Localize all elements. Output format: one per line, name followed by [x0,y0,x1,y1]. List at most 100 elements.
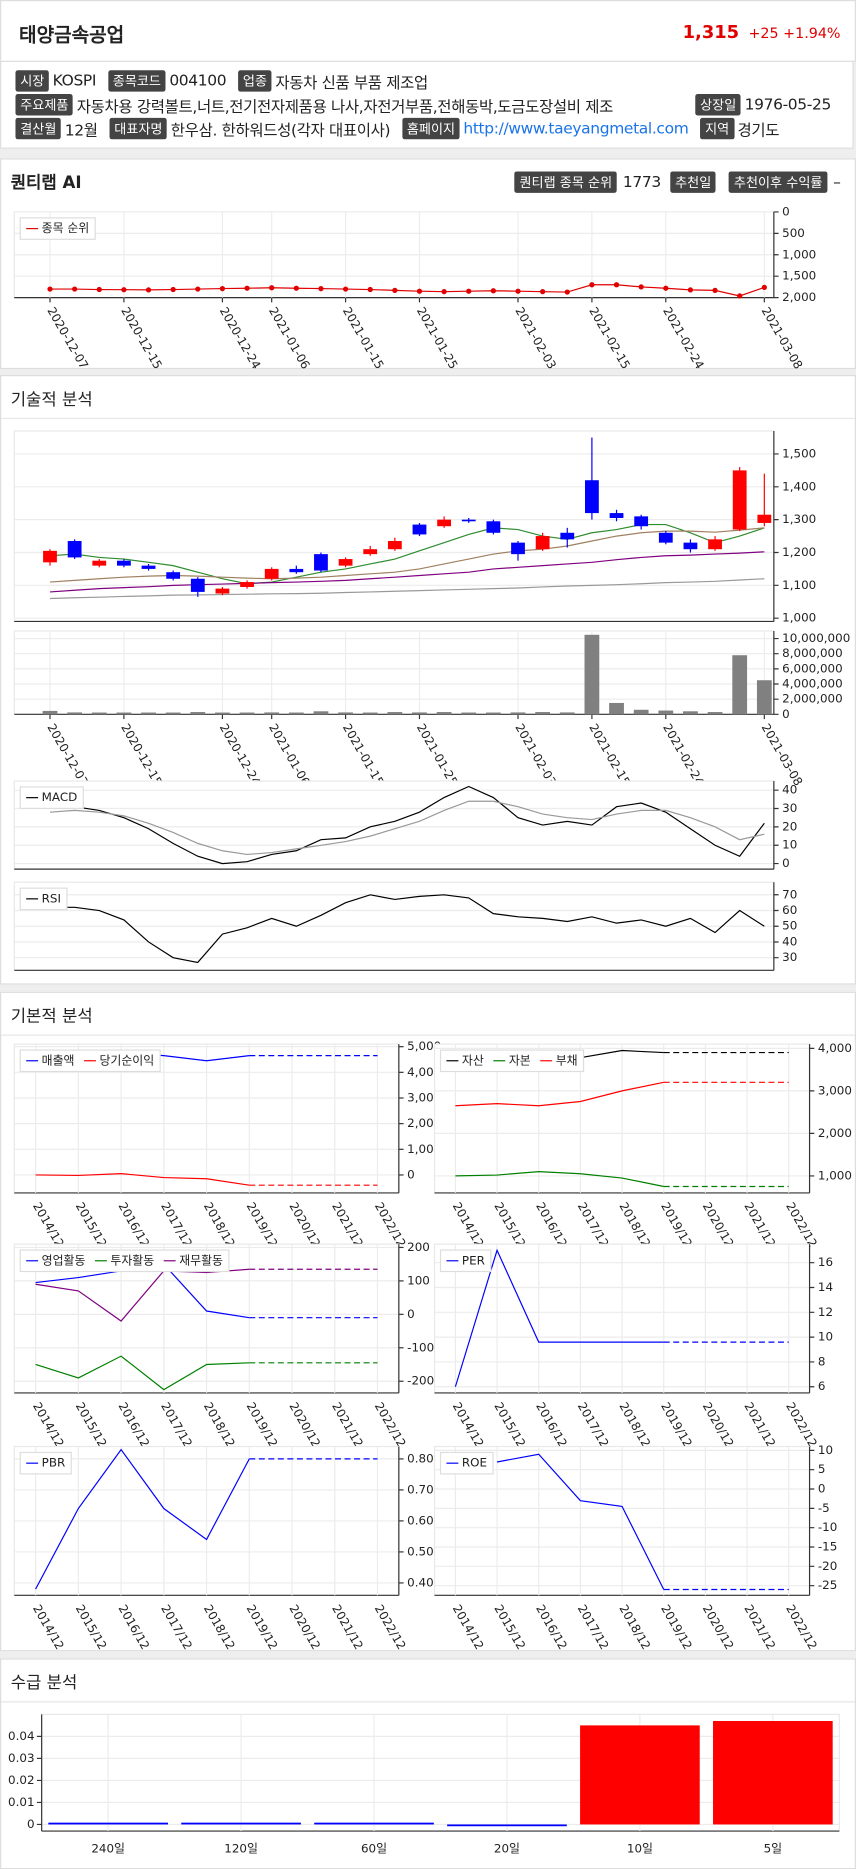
bar [732,655,748,715]
bar [288,712,304,715]
point [293,285,299,291]
bar [535,712,551,715]
point [515,288,521,294]
change-pct: +1.94% [783,25,841,42]
bar [447,1824,567,1827]
y-tick-label: 0.01 [8,1795,34,1809]
legend-label: 매출액 [42,1053,75,1067]
legend-label: 자본 [509,1053,531,1067]
x-tick-label: 2016/12 [115,1400,152,1450]
x-tick-label: 2022/12 [783,1200,820,1250]
bar [264,712,280,715]
candle-body [166,572,181,579]
series-line [455,1171,664,1188]
y-tick-label: 0.04 [8,1729,34,1743]
info-label: 결산월 [15,117,62,140]
x-tick-label: 2021-01-25 [414,721,461,788]
x-tick-label: 2021-02-24 [660,721,707,788]
y-tick-label: 1,000 [782,247,816,261]
info-item: 주요제품 자동차용 강력볼트,너트,전기전자제품용 나사,자전거부품,전해동박,도… [15,93,613,116]
x-tick-label: 2021-02-15 [586,305,633,372]
x-tick-label: 2014/12 [30,1400,67,1450]
bar [713,1720,833,1825]
x-tick-label: 2022/12 [783,1602,820,1652]
point [318,286,324,292]
info: 시장 KOSPI 종목코드 004100 업종 자동차 신품 부품 제조업 주요제품 자동차용… [0,60,854,149]
series-line [49,800,765,856]
bar [633,709,649,715]
x-tick-label: 2019/12 [658,1602,695,1652]
x-tick-label: 2018/12 [616,1200,653,1250]
series-line [50,894,765,964]
y-tick-label: 40 [782,934,797,948]
info-item: 시장 KOSPI [15,70,96,92]
section-line [1,417,855,420]
y-tick-label: -100 [407,1340,434,1354]
candle-body [732,470,747,530]
y-tick-label: 0.60 [407,1513,433,1527]
y-tick-label: 0 [782,707,790,721]
x-tick-label: 2022/12 [372,1602,409,1652]
section-title: 기본적 분석 [10,1007,93,1027]
x-tick-label: 2021/12 [329,1602,366,1652]
y-tick-label: 0.02 [8,1773,34,1787]
legend: ROE [439,1451,494,1475]
y-tick-label: 10 [818,1330,833,1344]
candle-body [609,513,624,519]
point [145,287,152,293]
y-tick-label: 8,000,000 [782,646,843,660]
series-line [496,1453,665,1590]
x-tick-label: 2020-12-24 [217,305,264,372]
x-tick-label: 2021-01-25 [414,305,461,372]
legend-box [19,217,96,240]
y-tick-label: 6 [818,1379,826,1393]
y-tick-label: 50 [782,919,797,933]
x-tick-label: 2020/12 [286,1602,323,1652]
y-tick-label: -15 [818,1540,837,1554]
x-tick-label: 2021/12 [329,1400,366,1450]
x-tick-label: 120일 [224,1841,258,1855]
x-tick-label: 2016/12 [115,1602,152,1652]
plot-area [13,780,775,870]
x-tick-label: 2018/12 [616,1400,653,1450]
x-tick-label: 240일 [91,1841,125,1855]
legend-box [19,887,68,911]
x-tick-label: 2021/12 [741,1400,778,1450]
y-tick-label: -10 [818,1520,837,1534]
candle-body [708,539,722,550]
bar [658,710,674,715]
legend: 종목 순위 [19,217,96,240]
bar [190,712,206,715]
candle-body [535,536,550,550]
y-tick-label: 0 [818,1482,826,1496]
x-tick-label: 2015/12 [491,1602,528,1652]
info-item: 종목코드 004100 [108,70,227,92]
legend-label: MACD [42,790,78,804]
header: 태양금속공업 1,315 +25 +1.94% [0,0,856,62]
x-tick-label: 2017/12 [158,1602,195,1652]
legend-box [439,1249,492,1273]
info-label: 상장일 [695,94,742,116]
point [687,287,694,293]
quantilab-value: 1773 [622,173,661,192]
x-tick-label: 20일 [494,1841,520,1855]
price: 1,315 [682,21,740,43]
y-tick-label: 10 [782,838,797,852]
series-line [50,284,765,297]
point [96,286,102,293]
info-item: 결산월 12월 [15,117,98,140]
x-tick-label: 2021/12 [741,1200,778,1250]
legend-label: RSI [42,891,61,905]
info-value: 한우삼. 한하워드성(각자 대표이사) [170,122,391,140]
bar [756,680,772,715]
info-value[interactable]: http://www.taeyangmetal.com [463,119,689,138]
y-tick-label: 4,000 [407,1065,441,1079]
legend: 영업활동 투자활동 재무활동 [19,1249,230,1273]
legend-box [439,1049,585,1073]
candle-body [67,540,82,558]
legend-label: ROE [462,1456,487,1470]
legend-label: 영업활동 [42,1253,86,1267]
point [244,285,250,291]
bar [165,712,181,715]
candle-body [461,519,476,522]
